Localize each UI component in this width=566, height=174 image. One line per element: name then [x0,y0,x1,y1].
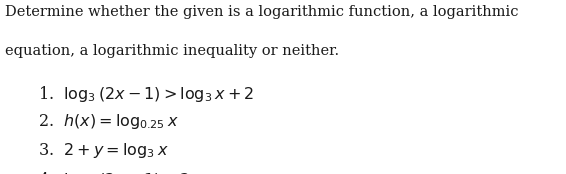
Text: 2.  $h(x) = \log_{0.25} x$: 2. $h(x) = \log_{0.25} x$ [38,112,179,131]
Text: 3.  $2 + y = \log_3 x$: 3. $2 + y = \log_3 x$ [38,141,169,160]
Text: equation, a logarithmic inequality or neither.: equation, a logarithmic inequality or ne… [5,44,338,57]
Text: 4.  $\log_3(2x - 1) = 2$: 4. $\log_3(2x - 1) = 2$ [38,170,191,174]
Text: 1.  $\log_3(2x - 1) > \log_3 x + 2$: 1. $\log_3(2x - 1) > \log_3 x + 2$ [38,84,255,104]
Text: Determine whether the given is a logarithmic function, a logarithmic: Determine whether the given is a logarit… [5,5,518,19]
